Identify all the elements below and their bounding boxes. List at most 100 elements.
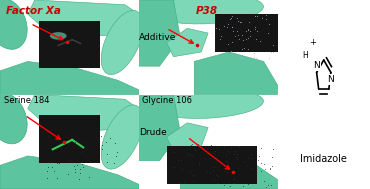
Polygon shape [39, 21, 100, 68]
Point [225, 149, 231, 153]
Point [252, 26, 258, 29]
Point [270, 148, 276, 151]
Point [215, 53, 221, 56]
Polygon shape [139, 0, 181, 66]
Point [224, 50, 230, 53]
Polygon shape [181, 156, 278, 189]
Point [235, 166, 241, 169]
Point [239, 48, 245, 51]
Polygon shape [215, 14, 278, 52]
Point [252, 28, 258, 31]
Point [177, 182, 183, 185]
Point [71, 164, 77, 167]
Point [88, 143, 94, 146]
Point [245, 29, 250, 32]
Point [239, 57, 245, 60]
Point [196, 163, 202, 167]
Point [221, 144, 227, 147]
Point [245, 182, 250, 185]
Ellipse shape [0, 0, 27, 49]
Point [240, 185, 246, 188]
Point [188, 154, 194, 157]
Point [49, 166, 55, 169]
Point [231, 177, 237, 180]
Point [224, 25, 230, 28]
Point [192, 149, 198, 152]
Point [189, 143, 195, 146]
Point [231, 178, 237, 181]
Point [247, 30, 253, 33]
Point [262, 168, 268, 171]
Point [99, 148, 105, 151]
Point [235, 34, 241, 37]
Point [265, 183, 271, 186]
Point [70, 149, 75, 152]
Point [57, 149, 63, 152]
Point [76, 177, 82, 180]
Point [229, 26, 235, 29]
Point [103, 140, 109, 143]
Point [225, 50, 231, 53]
Point [78, 160, 84, 163]
Point [195, 143, 201, 146]
Text: Factor Xa: Factor Xa [6, 6, 61, 16]
Point [221, 184, 227, 187]
Ellipse shape [153, 0, 263, 24]
Point [234, 56, 240, 59]
Polygon shape [28, 0, 139, 36]
Point [190, 174, 196, 177]
Point [249, 157, 255, 160]
Point [220, 57, 226, 60]
Point [72, 168, 78, 171]
Point [86, 176, 92, 179]
Point [81, 142, 87, 145]
Text: Drude: Drude [139, 128, 167, 137]
Point [92, 136, 98, 139]
Text: N: N [327, 75, 334, 84]
Point [80, 166, 86, 169]
Point [98, 135, 104, 138]
Point [234, 153, 240, 156]
Ellipse shape [153, 89, 263, 119]
Point [65, 143, 71, 146]
Point [213, 173, 219, 176]
Point [222, 25, 228, 28]
Point [104, 160, 110, 163]
Text: Imidazole: Imidazole [300, 154, 347, 164]
Point [229, 52, 235, 55]
Point [216, 27, 222, 30]
Point [181, 180, 187, 183]
Point [61, 132, 67, 135]
Text: Additive: Additive [139, 33, 176, 42]
Point [212, 152, 218, 155]
Point [72, 140, 78, 143]
Point [243, 163, 249, 166]
Point [113, 155, 119, 158]
Point [111, 162, 117, 165]
Point [269, 164, 275, 167]
Point [250, 167, 256, 170]
Point [251, 51, 257, 54]
Point [104, 153, 110, 156]
Text: N: N [313, 61, 320, 70]
Point [269, 156, 275, 159]
Polygon shape [139, 94, 181, 161]
Point [232, 149, 238, 152]
Point [246, 20, 252, 23]
Point [232, 34, 238, 37]
Point [270, 51, 276, 54]
Point [83, 147, 89, 150]
Point [217, 37, 223, 40]
Point [211, 165, 216, 168]
Point [266, 57, 272, 60]
Point [241, 47, 247, 50]
Point [232, 52, 238, 55]
Point [77, 168, 83, 171]
Point [231, 182, 237, 185]
Point [253, 37, 259, 40]
Point [65, 173, 71, 176]
Point [171, 165, 177, 168]
Point [107, 137, 112, 140]
Point [261, 180, 267, 183]
Point [45, 135, 51, 138]
